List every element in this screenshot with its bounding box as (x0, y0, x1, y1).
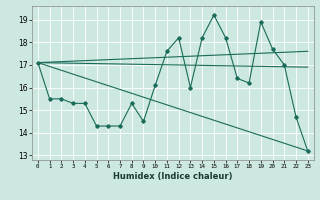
X-axis label: Humidex (Indice chaleur): Humidex (Indice chaleur) (113, 172, 233, 181)
